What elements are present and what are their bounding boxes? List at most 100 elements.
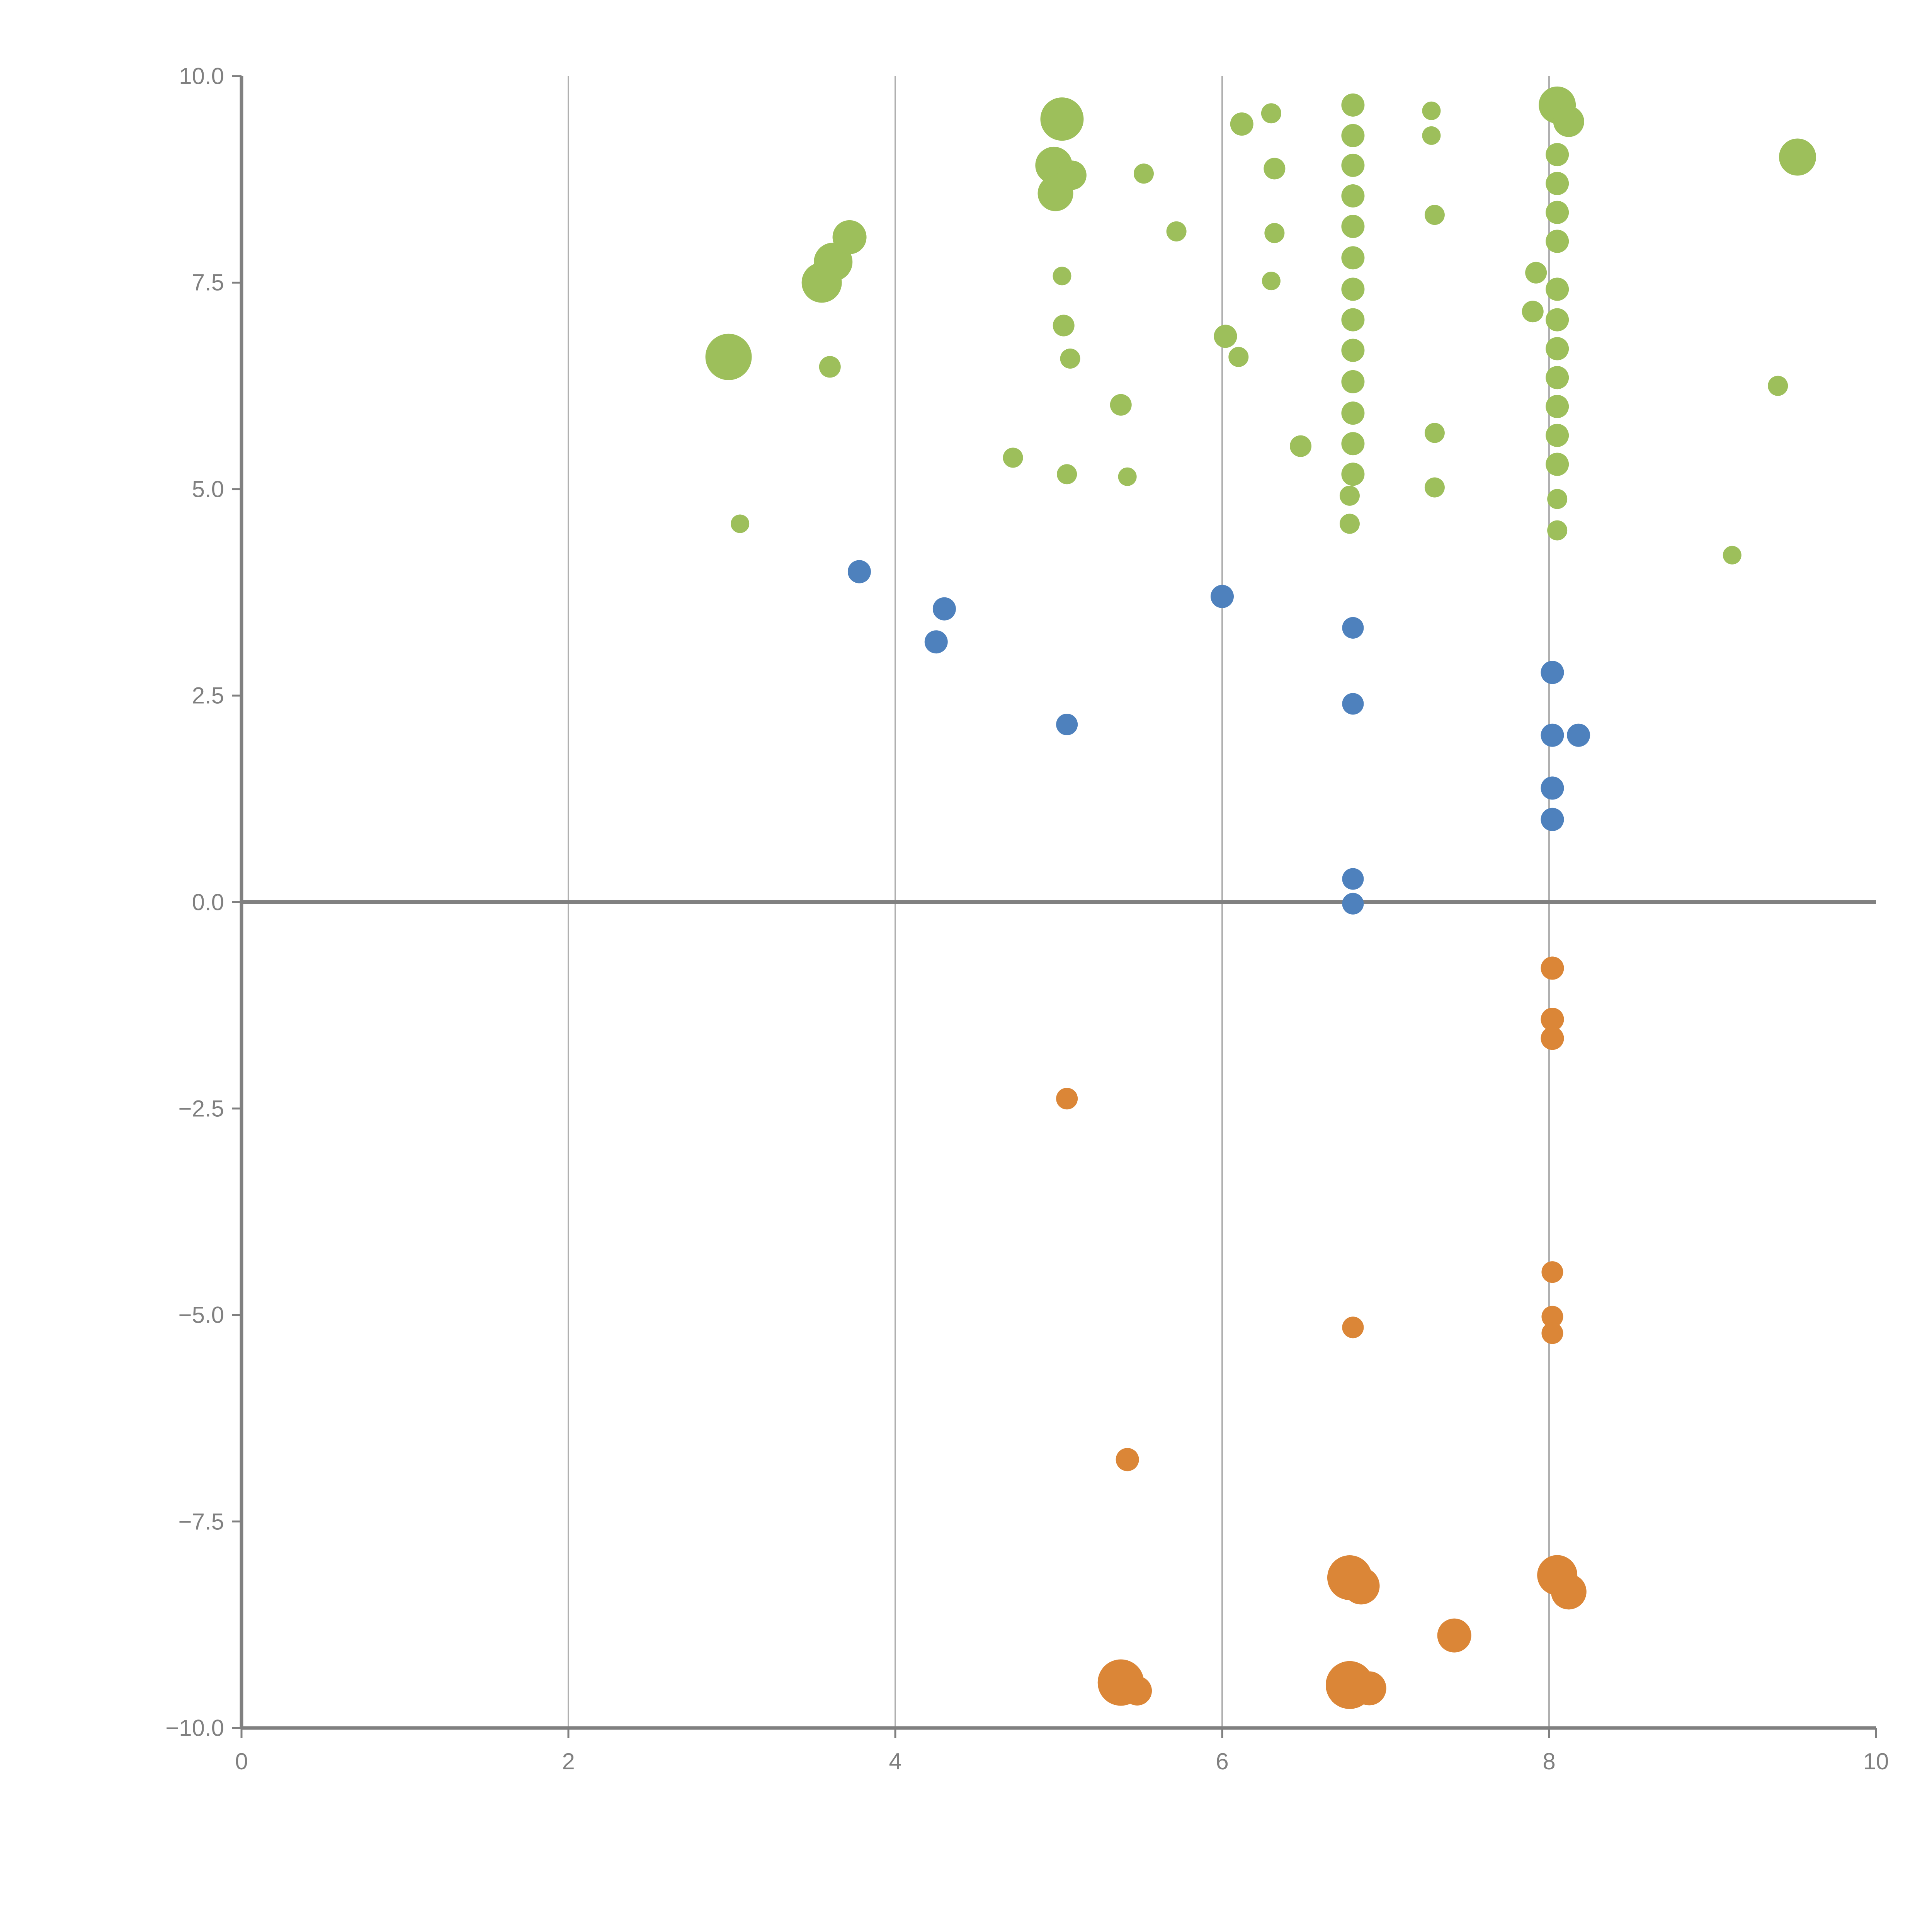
data-point-green[interactable]	[1341, 308, 1365, 332]
data-point-green[interactable]	[1546, 366, 1569, 389]
data-point-orange[interactable]	[1541, 1306, 1563, 1328]
data-point-green[interactable]	[1341, 401, 1365, 425]
data-point-green[interactable]	[1522, 301, 1544, 323]
data-point-green[interactable]	[1230, 112, 1253, 136]
axis-tick-marks	[232, 75, 1877, 1738]
data-point-orange[interactable]	[1056, 1088, 1078, 1110]
data-point-green[interactable]	[1339, 514, 1360, 534]
data-point-green[interactable]	[1546, 308, 1569, 332]
data-point-green[interactable]	[1341, 153, 1365, 177]
x-tick-label: 10	[1863, 1748, 1889, 1774]
data-point-orange[interactable]	[1541, 1008, 1564, 1031]
data-point-green[interactable]	[1339, 485, 1360, 506]
data-point-green[interactable]	[1341, 124, 1365, 147]
data-point-green[interactable]	[1057, 160, 1087, 190]
y-tick-label: −5.0	[178, 1302, 224, 1328]
data-point-blue[interactable]	[1342, 868, 1364, 890]
data-point-green[interactable]	[1214, 325, 1237, 348]
data-point-blue[interactable]	[1567, 723, 1590, 747]
data-point-green[interactable]	[1040, 97, 1084, 141]
data-point-blue[interactable]	[932, 597, 956, 621]
data-point-green[interactable]	[1057, 464, 1077, 485]
data-point-blue[interactable]	[924, 630, 948, 654]
data-point-orange[interactable]	[1116, 1448, 1139, 1471]
data-point-green[interactable]	[1546, 277, 1569, 301]
data-point-green[interactable]	[1546, 337, 1569, 361]
data-point-blue[interactable]	[1541, 808, 1564, 831]
y-tick-label: 5.0	[192, 476, 224, 502]
data-point-green[interactable]	[1341, 246, 1365, 270]
data-point-green[interactable]	[832, 220, 867, 254]
data-point-green[interactable]	[1779, 138, 1816, 176]
data-point-orange[interactable]	[1437, 1618, 1471, 1653]
data-point-green[interactable]	[1133, 163, 1154, 184]
data-point-green[interactable]	[1166, 221, 1187, 242]
data-point-green[interactable]	[1264, 158, 1286, 180]
data-point-green[interactable]	[1264, 223, 1285, 243]
data-point-green[interactable]	[1261, 103, 1281, 124]
y-tick-label: −10.0	[165, 1715, 224, 1741]
data-point-green[interactable]	[1341, 432, 1365, 456]
data-point-green[interactable]	[1546, 230, 1569, 253]
data-point-green[interactable]	[1546, 423, 1569, 447]
data-point-green[interactable]	[1341, 277, 1365, 301]
data-point-green[interactable]	[1768, 376, 1788, 396]
x-tick-label: 6	[1216, 1748, 1229, 1774]
data-point-blue[interactable]	[1541, 661, 1564, 684]
data-point-green[interactable]	[1053, 267, 1071, 286]
data-point-green[interactable]	[1341, 93, 1365, 117]
y-tick-label: 7.5	[192, 269, 224, 296]
data-point-orange[interactable]	[1541, 1322, 1563, 1344]
data-point-green[interactable]	[705, 333, 752, 380]
data-point-blue[interactable]	[1541, 776, 1564, 800]
y-tick-label: 0.0	[192, 889, 224, 915]
data-point-green[interactable]	[1547, 520, 1568, 541]
data-point-green[interactable]	[1546, 201, 1569, 224]
data-point-green[interactable]	[1290, 435, 1312, 457]
data-markers-group	[705, 86, 1816, 1709]
data-point-orange[interactable]	[1122, 1676, 1152, 1706]
data-point-green[interactable]	[1422, 101, 1441, 120]
data-point-orange[interactable]	[1342, 1567, 1380, 1605]
data-point-green[interactable]	[1422, 126, 1441, 145]
data-point-green[interactable]	[1424, 477, 1445, 498]
data-point-orange[interactable]	[1541, 1261, 1563, 1283]
data-point-blue[interactable]	[847, 560, 871, 583]
data-point-blue[interactable]	[1342, 893, 1364, 915]
data-point-green[interactable]	[1228, 347, 1249, 367]
data-point-green[interactable]	[1424, 205, 1445, 225]
data-point-green[interactable]	[1341, 184, 1365, 207]
data-point-green[interactable]	[1060, 349, 1080, 369]
data-point-green[interactable]	[1341, 215, 1365, 238]
data-point-blue[interactable]	[1541, 723, 1564, 747]
data-point-orange[interactable]	[1551, 1574, 1587, 1610]
data-point-green[interactable]	[1553, 106, 1584, 137]
data-point-blue[interactable]	[1342, 693, 1364, 715]
data-point-orange[interactable]	[1352, 1671, 1386, 1706]
data-point-green[interactable]	[1003, 447, 1023, 468]
data-point-orange[interactable]	[1541, 1027, 1564, 1050]
data-point-green[interactable]	[819, 356, 841, 378]
data-point-green[interactable]	[1723, 546, 1742, 565]
data-point-green[interactable]	[1546, 395, 1569, 418]
data-point-blue[interactable]	[1342, 617, 1364, 639]
data-point-green[interactable]	[1547, 489, 1568, 509]
data-point-green[interactable]	[731, 514, 750, 533]
data-point-green[interactable]	[1424, 423, 1445, 443]
data-point-blue[interactable]	[1211, 585, 1234, 608]
data-point-green[interactable]	[1546, 452, 1569, 476]
data-point-green[interactable]	[1262, 272, 1281, 291]
data-point-green[interactable]	[1341, 370, 1365, 393]
data-point-green[interactable]	[1341, 338, 1365, 362]
data-point-orange[interactable]	[1541, 956, 1564, 980]
data-point-green[interactable]	[1525, 262, 1547, 284]
data-point-green[interactable]	[1546, 172, 1569, 195]
data-point-blue[interactable]	[1056, 713, 1078, 735]
data-point-green[interactable]	[1341, 463, 1365, 486]
data-point-orange[interactable]	[1342, 1316, 1364, 1338]
data-point-green[interactable]	[1546, 143, 1569, 167]
data-point-green[interactable]	[1118, 467, 1137, 486]
data-point-green[interactable]	[1053, 315, 1075, 337]
data-point-green[interactable]	[1110, 394, 1132, 416]
